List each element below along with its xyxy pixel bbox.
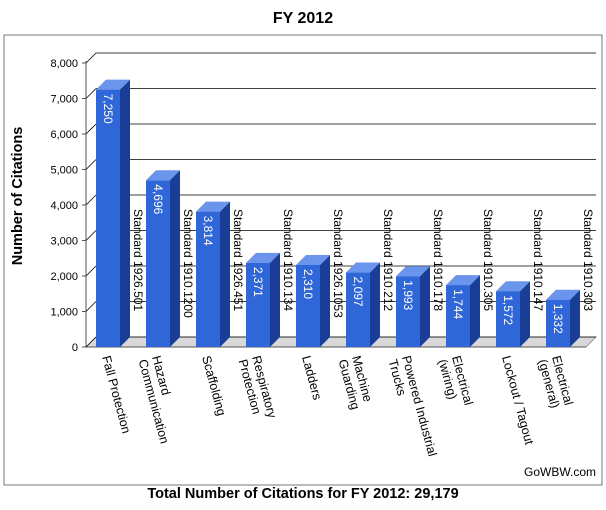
bar-value-label: 1,993 xyxy=(401,280,415,310)
bar xyxy=(546,299,570,347)
bar xyxy=(296,264,320,347)
bar-side xyxy=(220,201,230,347)
y-tick-label: 4,000 xyxy=(50,200,78,212)
y-tick-label: 6,000 xyxy=(50,129,78,141)
x-tick-label-line: Fall Protection xyxy=(99,354,133,435)
standard-label: Standard 1910.134 xyxy=(281,209,295,311)
gridline-depth xyxy=(85,159,97,170)
y-tick-label: 2,000 xyxy=(50,271,78,283)
bar-top xyxy=(196,201,230,212)
x-tick-label: HazardCommunication xyxy=(136,354,186,445)
bar-value-label: 2,097 xyxy=(351,277,365,307)
bar xyxy=(96,89,120,347)
gridline-depth xyxy=(85,88,97,99)
chart-frame xyxy=(3,34,603,486)
standard-label: Standard 1926.501 xyxy=(131,209,145,311)
bar-top xyxy=(296,254,330,265)
x-tick-label-line: Ladders xyxy=(299,354,324,401)
bar-side xyxy=(370,262,380,347)
y-tick-label: 0 xyxy=(72,342,78,354)
bar xyxy=(196,211,220,347)
x-tick-label: Lockout / Tagout xyxy=(499,354,536,447)
bar-value-label: 4,696 xyxy=(151,184,165,214)
standard-label: Standard 1910.147 xyxy=(531,209,545,311)
gridline-depth xyxy=(85,230,97,241)
x-tick-label: Electrical(wiring) xyxy=(436,354,476,410)
standard-label: Standard 1926.451 xyxy=(231,209,245,311)
bar-side xyxy=(420,266,430,347)
bar-value-label: 3,814 xyxy=(201,216,215,246)
bar xyxy=(146,180,170,347)
y-tick-label: 8,000 xyxy=(50,58,78,70)
bar-side xyxy=(120,79,130,347)
x-tick-label: Scaffolding xyxy=(199,354,228,417)
bar xyxy=(496,291,520,347)
bar xyxy=(396,276,420,347)
bar-side xyxy=(570,289,580,347)
gridline-depth xyxy=(85,194,97,206)
bar xyxy=(246,262,270,347)
standard-label: Standard 1910.1200 xyxy=(181,209,195,318)
y-tick-label: 3,000 xyxy=(50,236,78,248)
gridline-depth xyxy=(85,123,97,135)
bar-side xyxy=(320,254,330,347)
watermark-text: GoWBW.com xyxy=(523,465,596,479)
bar-side xyxy=(170,170,180,347)
bar-value-label: 1,572 xyxy=(501,295,515,325)
gridline-depth xyxy=(85,336,97,348)
bar-value-label: 7,250 xyxy=(101,94,115,124)
x-tick-label: Powered IndustrialTrucks xyxy=(386,354,440,461)
x-tick-label: Electrical(general) xyxy=(536,354,576,410)
bar-top xyxy=(346,262,380,273)
standard-label: Standard 1910.178 xyxy=(431,209,445,311)
x-tick-label: MachineGuarding xyxy=(336,354,376,411)
y-tick-label: 1,000 xyxy=(50,307,78,319)
standard-label: Standard 1910.303 xyxy=(581,209,595,311)
bar-top xyxy=(496,281,530,292)
bar-value-label: 2,371 xyxy=(251,267,265,297)
standard-label: Standard 1910.212 xyxy=(381,209,395,311)
bar-top xyxy=(96,79,130,90)
x-tick-label-line: Powered Industrial xyxy=(399,354,439,458)
standard-label: Standard 1926.1053 xyxy=(331,209,345,318)
bar-side xyxy=(470,275,480,347)
bar-side xyxy=(520,281,530,347)
bar-side xyxy=(270,252,280,347)
bar-top xyxy=(396,266,430,277)
bar-value-label: 1,332 xyxy=(551,304,565,334)
bar-value-label: 2,310 xyxy=(301,269,315,299)
bar xyxy=(446,285,470,347)
gridline-depth xyxy=(85,301,97,312)
chart-title: FY 2012 xyxy=(272,10,334,27)
x-tick-label: Ladders xyxy=(299,354,324,401)
bar-top xyxy=(546,289,580,300)
standard-label: Standard 1910.305 xyxy=(481,209,495,311)
bar-top xyxy=(146,170,180,181)
bar-top xyxy=(446,275,480,286)
bar-value-label: 1,744 xyxy=(451,289,465,319)
y-tick-label: 7,000 xyxy=(50,94,78,106)
x-tick-label: Fall Protection xyxy=(99,354,133,435)
bar xyxy=(346,272,370,347)
gridline-depth xyxy=(85,265,97,277)
x-tick-label-line: Scaffolding xyxy=(199,354,228,417)
total-citations-footer: Total Number of Citations for FY 2012: 2… xyxy=(147,486,459,502)
bar-top xyxy=(246,252,280,263)
x-tick-label-line: Lockout / Tagout xyxy=(499,354,536,447)
gridline-depth xyxy=(85,52,97,64)
y-tick-label: 5,000 xyxy=(50,165,78,177)
x-tick-label: RespiratoryProtection xyxy=(236,354,280,424)
